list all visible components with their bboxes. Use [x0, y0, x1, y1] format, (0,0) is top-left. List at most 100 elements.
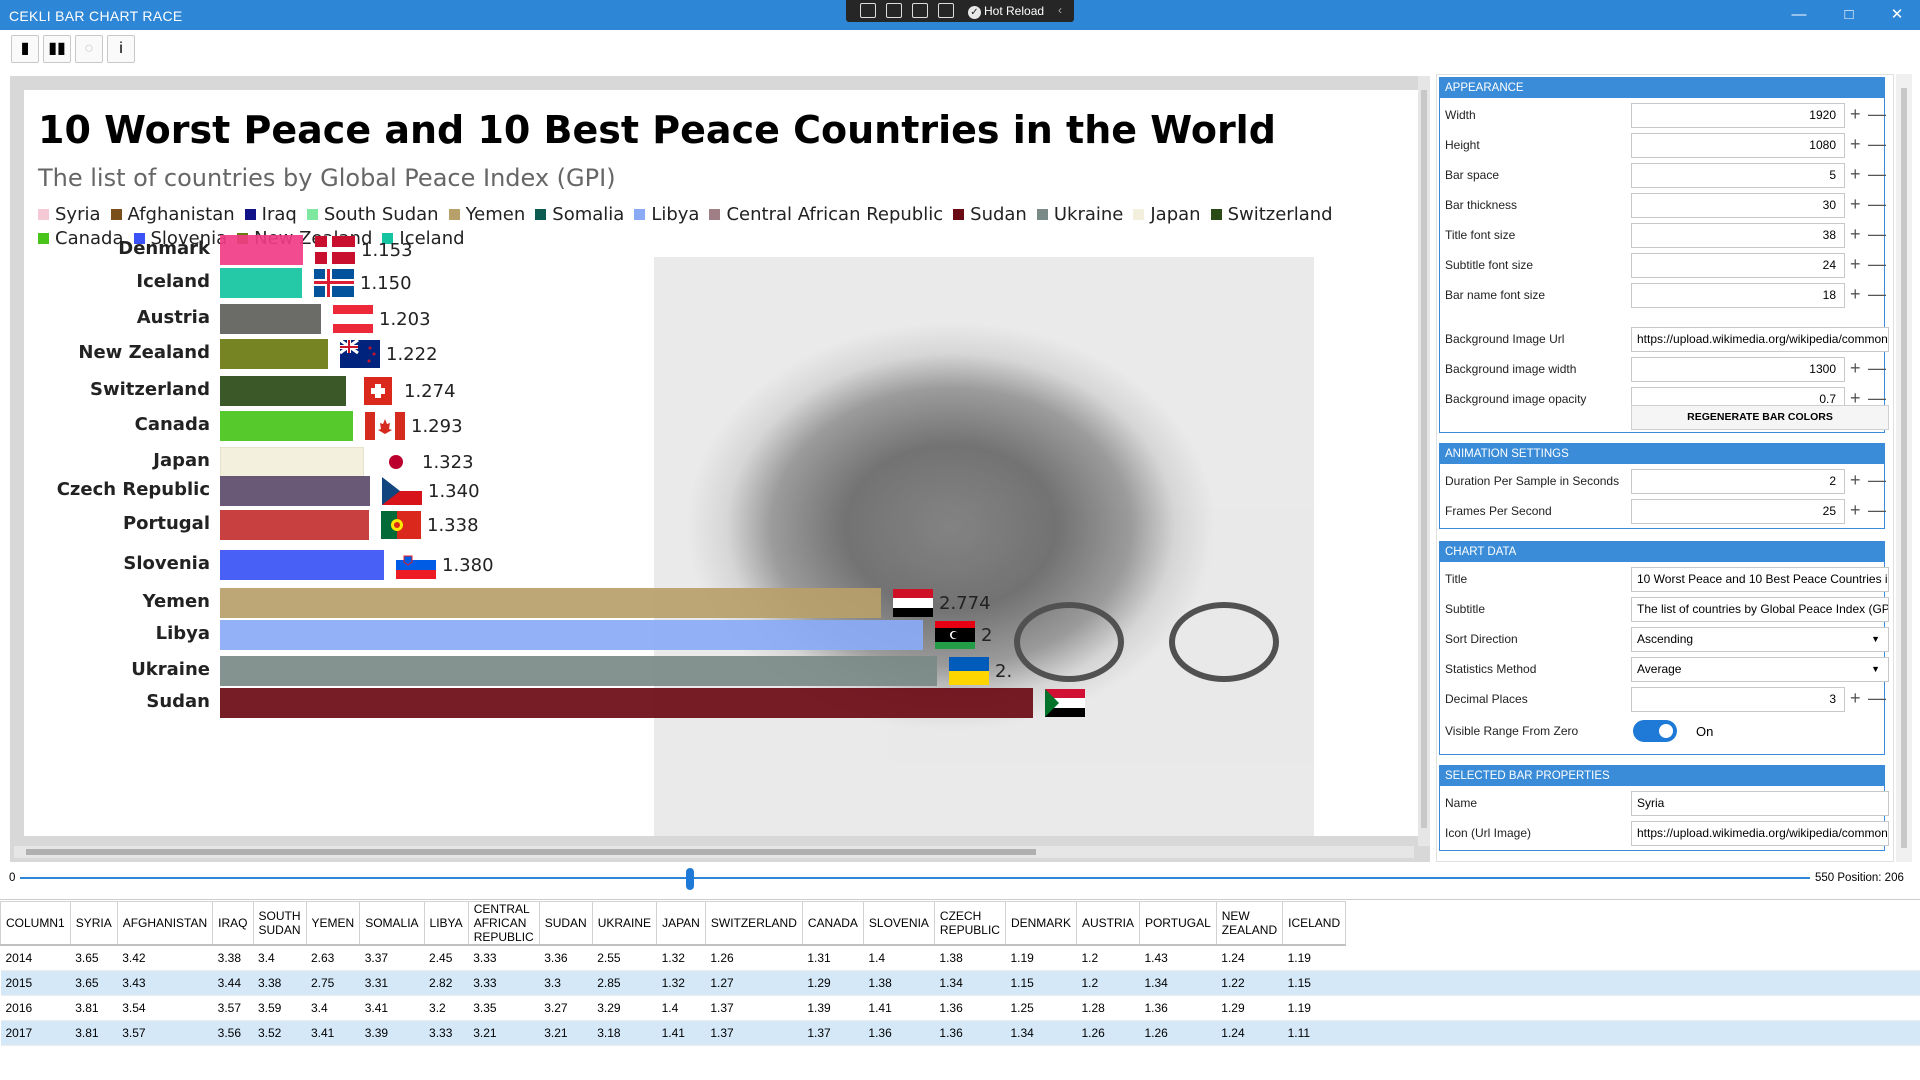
table-cell[interactable]: 1.29: [1216, 995, 1283, 1021]
table-cell[interactable]: 3.21: [539, 1020, 593, 1046]
table-cell[interactable]: 3.33: [468, 970, 540, 996]
bar[interactable]: [220, 376, 346, 406]
table-cell[interactable]: 3.65: [70, 970, 118, 996]
bar[interactable]: [220, 510, 369, 540]
table-row[interactable]: 2017 3.81 3.57 3.56 3.52 3.41 3.39 3.33 3.21 3.21…: [0, 1020, 1920, 1046]
subtitle-input[interactable]: The list of countries by Global Peace In…: [1631, 597, 1889, 622]
bar[interactable]: [220, 447, 364, 477]
close-button[interactable]: ✕: [1890, 6, 1904, 23]
table-cell[interactable]: 3.36: [539, 945, 593, 971]
bar[interactable]: [220, 688, 1033, 718]
increment-icon[interactable]: +: [1850, 134, 1861, 154]
table-cell[interactable]: 1.24: [1216, 1020, 1283, 1046]
appearance-input[interactable]: 18: [1631, 283, 1845, 308]
appearance-input[interactable]: 1080: [1631, 133, 1845, 158]
table-cell[interactable]: 3.33: [468, 945, 540, 971]
table-cell[interactable]: 1.22: [1216, 970, 1283, 996]
stat-select[interactable]: Average ▼: [1631, 657, 1889, 682]
timeline-slider[interactable]: 0 550 Position: 206: [0, 866, 1920, 894]
table-cell[interactable]: 1.37: [705, 995, 803, 1021]
table-cell[interactable]: 3.42: [117, 945, 213, 971]
title-input[interactable]: 10 Worst Peace and 10 Best Peace Countri…: [1631, 567, 1889, 592]
table-cell[interactable]: 1.19: [1282, 995, 1346, 1021]
decrement-icon[interactable]: —: [1868, 470, 1886, 490]
table-cell[interactable]: 3.38: [212, 945, 253, 971]
appearance-input[interactable]: 24: [1631, 253, 1845, 278]
track-focus-icon[interactable]: [938, 3, 954, 18]
column-header[interactable]: PORTUGAL: [1138, 901, 1217, 946]
table-cell[interactable]: 1.37: [802, 1020, 864, 1046]
column-header[interactable]: YEMEN: [305, 901, 361, 946]
bar[interactable]: [220, 550, 384, 580]
slider-thumb[interactable]: [686, 868, 695, 890]
increment-icon[interactable]: +: [1850, 500, 1861, 520]
column-header[interactable]: DENMARK: [1004, 901, 1077, 946]
table-cell[interactable]: 1.43: [1139, 945, 1217, 971]
table-cell[interactable]: 3.81: [70, 995, 118, 1021]
table-cell[interactable]: 2014: [0, 945, 71, 971]
table-cell[interactable]: 1.36: [863, 1020, 935, 1046]
column-header[interactable]: SOMALIA: [359, 901, 425, 946]
table-cell[interactable]: 3.3: [539, 970, 593, 996]
increment-icon[interactable]: +: [1850, 224, 1861, 244]
appearance-input[interactable]: 30: [1631, 193, 1845, 218]
table-cell[interactable]: 1.31: [802, 945, 864, 971]
table-cell[interactable]: 1.4: [656, 995, 706, 1021]
decrement-icon[interactable]: —: [1868, 254, 1886, 274]
table-cell[interactable]: 3.59: [253, 995, 306, 1021]
visible-range-toggle[interactable]: [1633, 720, 1677, 742]
table-cell[interactable]: 1.41: [863, 995, 935, 1021]
maximize-button[interactable]: □: [1844, 6, 1854, 23]
table-cell[interactable]: 2.63: [306, 945, 360, 971]
decrement-icon[interactable]: —: [1868, 358, 1886, 378]
table-cell[interactable]: 2016: [0, 995, 71, 1021]
table-cell[interactable]: 3.4: [253, 945, 306, 971]
column-header[interactable]: SYRIA: [69, 901, 118, 946]
appearance-input[interactable]: 1920: [1631, 103, 1845, 128]
increment-icon[interactable]: +: [1850, 164, 1861, 184]
table-cell[interactable]: 1.26: [705, 945, 803, 971]
table-cell[interactable]: 1.4: [863, 945, 935, 971]
appearance-input[interactable]: 38: [1631, 223, 1845, 248]
column-header[interactable]: LIBYA: [423, 901, 469, 946]
table-row[interactable]: 2016 3.81 3.54 3.57 3.59 3.4 3.41 3.2 3.35 3.27 3.…: [0, 995, 1920, 1021]
minimize-button[interactable]: —: [1791, 6, 1807, 23]
table-cell[interactable]: 1.25: [1005, 995, 1077, 1021]
column-header[interactable]: IRAQ: [212, 901, 254, 946]
table-cell[interactable]: 3.43: [117, 970, 213, 996]
decrement-icon[interactable]: —: [1868, 134, 1886, 154]
table-cell[interactable]: 3.57: [212, 995, 253, 1021]
table-cell[interactable]: 3.54: [117, 995, 213, 1021]
table-cell[interactable]: 3.38: [253, 970, 306, 996]
table-cell[interactable]: 1.26: [1139, 1020, 1217, 1046]
table-cell[interactable]: 3.27: [539, 995, 593, 1021]
icon-url-input[interactable]: https://upload.wikimedia.org/wikipedia/c…: [1631, 821, 1889, 846]
column-header[interactable]: SUDAN: [538, 901, 593, 946]
table-cell[interactable]: 1.36: [1139, 995, 1217, 1021]
increment-icon[interactable]: +: [1850, 688, 1861, 708]
table-cell[interactable]: 1.15: [1282, 970, 1346, 996]
increment-icon[interactable]: +: [1850, 388, 1861, 408]
column-header[interactable]: AFGHANISTAN: [116, 901, 214, 946]
layout-adorners-icon[interactable]: [912, 3, 928, 18]
table-cell[interactable]: 1.2: [1076, 970, 1140, 996]
table-cell[interactable]: 3.41: [306, 1020, 360, 1046]
table-row[interactable]: 2014 3.65 3.42 3.38 3.4 2.63 3.37 2.45 3.33 3.36 2…: [0, 945, 1920, 971]
table-cell[interactable]: 3.4: [306, 995, 360, 1021]
table-cell[interactable]: 2.55: [592, 945, 657, 971]
table-cell[interactable]: 3.56: [212, 1020, 253, 1046]
bar[interactable]: [220, 620, 923, 650]
table-cell[interactable]: 1.32: [656, 945, 706, 971]
table-cell[interactable]: 3.41: [359, 995, 425, 1021]
table-cell[interactable]: 2015: [0, 970, 71, 996]
table-cell[interactable]: 1.38: [863, 970, 935, 996]
table-cell[interactable]: 1.11: [1282, 1020, 1346, 1046]
name-input[interactable]: Syria: [1631, 791, 1889, 816]
bg-url-input[interactable]: https://upload.wikimedia.org/wikipedia/c…: [1631, 327, 1889, 352]
table-cell[interactable]: 1.24: [1216, 945, 1283, 971]
table-cell[interactable]: 2.85: [592, 970, 657, 996]
column-header[interactable]: JAPAN: [656, 901, 706, 946]
column-header[interactable]: SWITZERLAND: [704, 901, 803, 946]
column-header[interactable]: NEW ZEALAND: [1215, 901, 1284, 946]
info-button[interactable]: i: [107, 35, 135, 63]
